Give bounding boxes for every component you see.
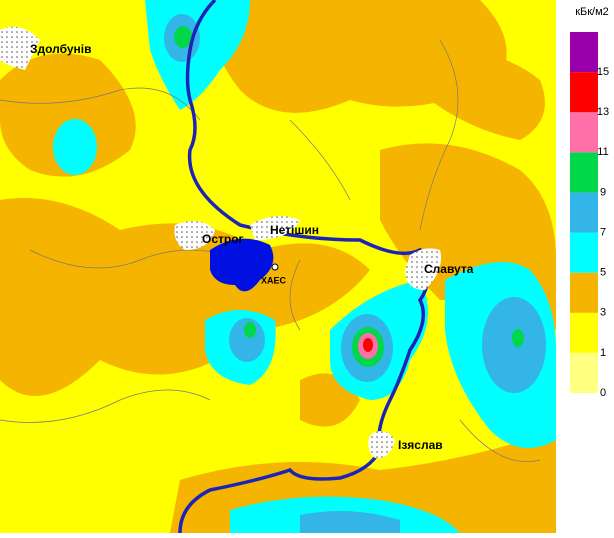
legend-swatch: [570, 72, 598, 113]
zone-13-15: [363, 338, 373, 352]
legend-tick-label: 15: [597, 66, 609, 78]
legend-swatch: [570, 352, 598, 393]
legend-unit: кБк/м2: [575, 6, 609, 18]
legend-swatch: [570, 32, 598, 73]
legend-swatch: [570, 192, 598, 233]
legend-swatch: [570, 312, 598, 353]
towns: [0, 26, 441, 459]
legend-swatch: [570, 272, 598, 313]
reservoir: [210, 238, 274, 292]
place-label: Здолбунів: [30, 42, 92, 56]
legend-swatch: [570, 232, 598, 273]
legend-tick-label: 5: [600, 267, 606, 279]
legend-tick-label: 9: [600, 186, 606, 198]
place-label: ХАЕС: [261, 275, 287, 285]
zone-3-5: [0, 0, 556, 533]
map-area: Здолбунів Острог Нетішин ХАЕС Славута Із…: [0, 0, 556, 533]
streams: [0, 39, 541, 462]
legend-tick-label: 0: [600, 387, 606, 399]
river: [178, 0, 430, 533]
place-label: Ізяслав: [398, 438, 443, 452]
legend-swatch: [570, 112, 598, 153]
legend-tick-label: 1: [600, 347, 606, 359]
legend-swatch: [570, 152, 598, 193]
legend-tick-label: 11: [597, 146, 608, 158]
legend-tick-label: 3: [600, 307, 606, 319]
legend-tick-label: 7: [600, 226, 606, 238]
legend-tick-label: 13: [597, 106, 609, 118]
npp-marker: [271, 263, 279, 271]
place-label: Славута: [424, 262, 474, 276]
place-label: Нетішин: [270, 223, 319, 237]
place-label: Острог: [202, 232, 244, 246]
